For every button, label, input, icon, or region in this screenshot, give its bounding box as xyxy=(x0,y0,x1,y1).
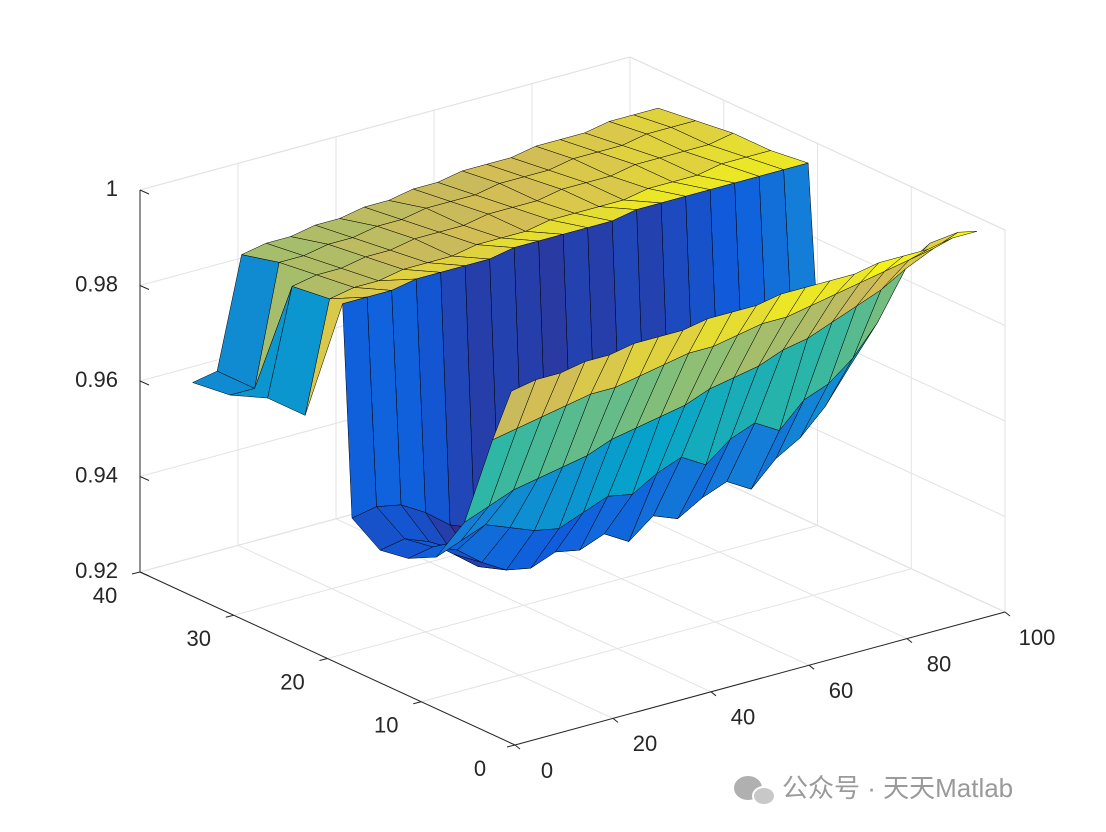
y-tick-label: 0 xyxy=(474,756,486,781)
x-tick-label: 80 xyxy=(927,651,951,676)
x-tick-label: 60 xyxy=(829,678,853,703)
grid-line xyxy=(139,56,631,191)
y-tick-label: 40 xyxy=(93,583,117,608)
grid-line xyxy=(421,568,912,703)
y-tick xyxy=(131,571,141,575)
x-tick xyxy=(1004,611,1011,617)
x-axis-line xyxy=(514,611,1006,746)
y-tick-label: 20 xyxy=(280,669,304,694)
z-tick xyxy=(139,189,150,195)
x-tick xyxy=(612,718,619,723)
y-tick-label: 10 xyxy=(374,713,398,738)
x-tick xyxy=(808,664,815,670)
z-tick-label: 0.92 xyxy=(75,558,118,583)
watermark-icon xyxy=(734,776,776,806)
z-tick-label: 0.98 xyxy=(75,271,118,296)
x-tick xyxy=(514,744,521,750)
x-tick-label: 40 xyxy=(731,705,755,730)
y-tick xyxy=(413,701,422,705)
surface-patch xyxy=(492,379,537,441)
x-tick-label: 0 xyxy=(541,758,553,783)
z-tick xyxy=(139,380,150,386)
x-tick xyxy=(906,638,913,643)
surface-patch xyxy=(908,237,953,261)
grid-line xyxy=(629,56,1006,231)
y-tick-label: 30 xyxy=(187,626,211,651)
z-tick xyxy=(139,476,150,481)
z-tick-label: 0.96 xyxy=(75,367,118,392)
y-tick xyxy=(319,658,328,661)
y-tick xyxy=(225,614,234,618)
x-tick-label: 20 xyxy=(633,731,657,756)
y-tick xyxy=(506,744,516,748)
z-tick-label: 0.94 xyxy=(75,462,118,487)
x-tick xyxy=(710,691,717,697)
grid-line xyxy=(327,525,818,659)
x-tick-label: 100 xyxy=(1019,625,1056,650)
z-tick xyxy=(139,285,150,290)
watermark: 公众号 · 天天Matlab xyxy=(782,773,1013,803)
z-tick xyxy=(139,571,150,577)
z-tick-label: 1 xyxy=(106,176,118,201)
